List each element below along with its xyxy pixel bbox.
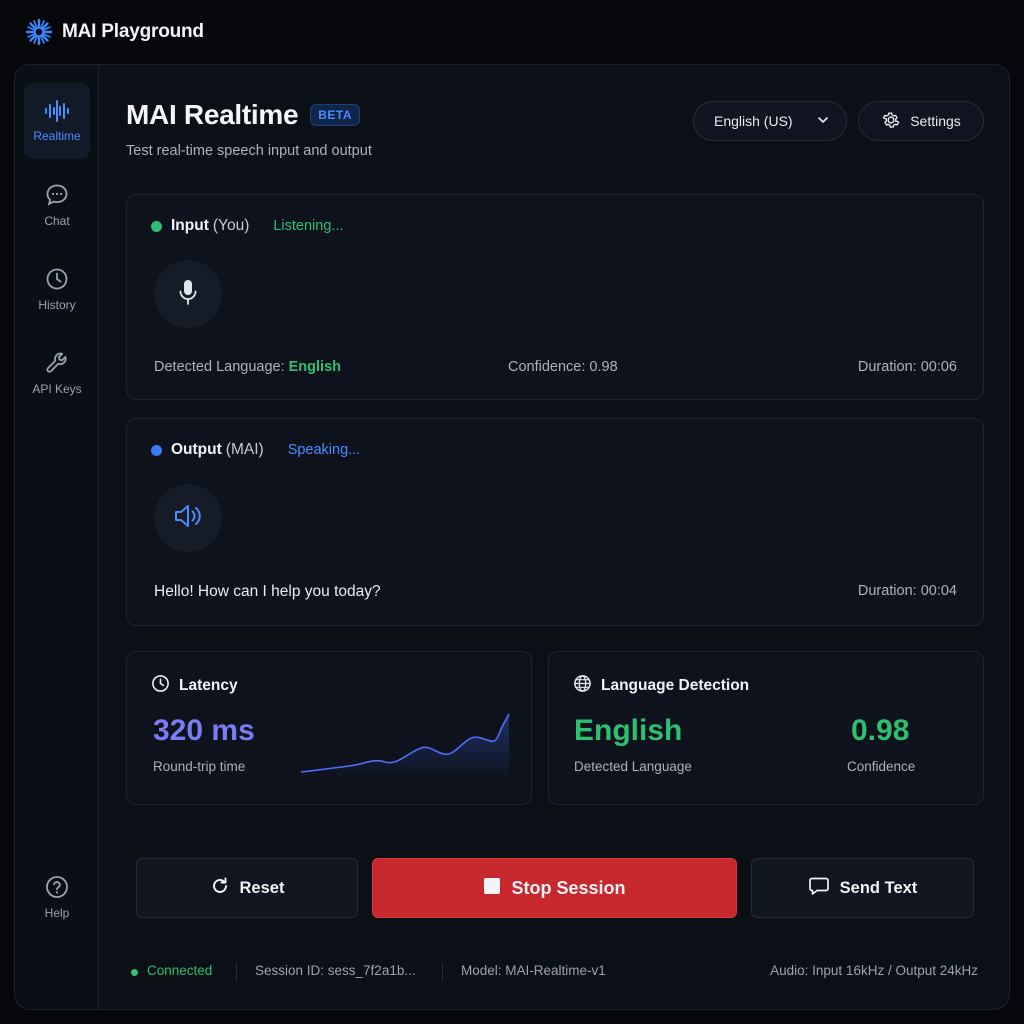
message-icon (808, 876, 830, 901)
sidebar-item-history[interactable]: History (24, 251, 90, 327)
audio-info: Audio: Input 16kHz / Output 24kHz (770, 963, 978, 978)
microphone-icon (176, 277, 200, 312)
detected-language-value: English (288, 359, 342, 375)
title-row: MAI Realtime BETA (126, 99, 361, 131)
speaker-icon (172, 502, 204, 535)
microphone-button[interactable] (154, 260, 222, 328)
connection-status: Connected (147, 963, 213, 978)
help-circle-icon (44, 874, 70, 900)
output-waveform (232, 482, 958, 554)
stop-session-label: Stop Session (511, 877, 626, 898)
latency-sparkline (300, 713, 510, 778)
output-panel: Output (MAI) Speaking... Hello! How can (126, 418, 984, 626)
detected-language-meta: Detected Language: English (154, 359, 341, 375)
output-label: Output (171, 441, 222, 458)
language-detection-card: Language Detection English Detected Lang… (548, 651, 984, 805)
refresh-icon (210, 876, 230, 901)
chat-bubble-icon (44, 182, 70, 208)
latency-caption: Round-trip time (153, 759, 246, 774)
input-label: Input (171, 217, 209, 234)
detected-language-big: English (574, 714, 683, 747)
latency-value: 320 ms (153, 714, 255, 747)
send-text-button[interactable]: Send Text (751, 858, 974, 918)
stop-square-icon (483, 877, 501, 900)
input-status-dot (151, 220, 162, 232)
stop-session-button[interactable]: Stop Session (372, 858, 737, 918)
footer-divider (236, 963, 237, 981)
main-content: MAI Realtime BETA Test real-time speech … (100, 65, 1009, 1009)
input-panel-header: Input (You) Listening... (151, 217, 344, 235)
sidebar-item-label: Realtime (33, 129, 81, 143)
latency-title: Latency (179, 677, 238, 694)
language-card-header: Language Detection (573, 674, 749, 698)
sidebar-item-help[interactable]: Help (24, 859, 90, 935)
sidebar-item-label: History (38, 298, 76, 312)
globe-icon (573, 674, 592, 698)
language-select-value: English (US) (714, 113, 793, 129)
sidebar-item-label: Chat (44, 214, 70, 228)
page-title: MAI Realtime (126, 99, 299, 130)
gear-icon (881, 110, 901, 133)
latency-card: Latency 320 ms Round-trip time (126, 651, 532, 805)
wrench-icon (44, 350, 70, 376)
output-status-dot (151, 444, 162, 456)
confidence-big: 0.98 (851, 714, 910, 747)
footer-divider (442, 963, 443, 981)
clock-icon (151, 674, 170, 698)
language-select[interactable]: English (US) (693, 101, 847, 141)
confidence-meta: Confidence: 0.98 (508, 359, 618, 375)
session-id: Session ID: sess_7f2a1b... (255, 963, 416, 978)
send-text-label: Send Text (839, 878, 918, 897)
sidebar: Realtime Chat History API Keys (15, 65, 99, 1009)
app-window: Realtime Chat History API Keys (14, 64, 1010, 1010)
connection-dot (131, 969, 138, 976)
brand-name: MAI Playground (62, 21, 204, 42)
top-bar: MAI Playground (24, 16, 204, 48)
confidence-caption: Confidence (847, 759, 916, 774)
input-waveform (232, 258, 958, 330)
sidebar-item-chat[interactable]: Chat (24, 167, 90, 243)
language-card-title: Language Detection (601, 677, 750, 694)
speaker-button[interactable] (154, 484, 222, 552)
brand-logo-icon (24, 17, 54, 47)
latency-card-header: Latency (151, 674, 238, 698)
detected-language-caption: Detected Language (574, 759, 692, 774)
status-bar: Connected Session ID: sess_7f2a1b... Mod… (100, 963, 1009, 983)
model-info: Model: MAI-Realtime-v1 (461, 963, 606, 978)
output-panel-header: Output (MAI) Speaking... (151, 441, 360, 459)
sidebar-item-label: API Keys (32, 382, 82, 396)
output-transcript: Hello! How can I help you today? (154, 583, 381, 600)
sidebar-item-api-keys[interactable]: API Keys (24, 335, 90, 411)
settings-label: Settings (910, 113, 961, 129)
sidebar-item-realtime[interactable]: Realtime (24, 83, 90, 159)
detected-language-label: Detected Language: (154, 359, 285, 375)
input-label-sub: (You) (212, 217, 250, 234)
input-panel: Input (You) Listening... Detec (126, 194, 984, 400)
output-label-sub: (MAI) (225, 441, 264, 458)
output-status: Speaking... (287, 442, 361, 458)
waveform-icon (43, 99, 71, 123)
page-subtitle: Test real-time speech input and output (126, 143, 372, 159)
input-status: Listening... (273, 218, 344, 234)
input-duration: Duration: 00:06 (857, 359, 957, 375)
settings-button[interactable]: Settings (858, 101, 984, 141)
sidebar-item-label: Help (44, 906, 70, 920)
beta-badge: BETA (310, 104, 361, 126)
reset-button[interactable]: Reset (136, 858, 358, 918)
reset-label: Reset (239, 878, 285, 897)
clock-history-icon (44, 266, 70, 292)
chevron-down-icon (816, 113, 830, 130)
output-duration: Duration: 00:04 (857, 583, 957, 599)
